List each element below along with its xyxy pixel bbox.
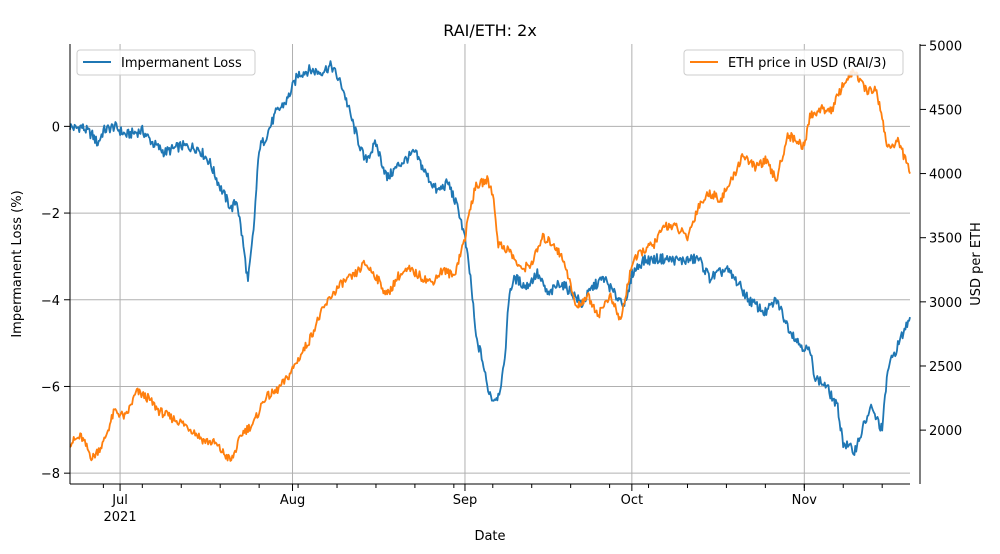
y-right-tick-label: 4000 — [929, 168, 962, 183]
legend-impermanent-loss: Impermanent Loss — [76, 49, 256, 76]
y-left-tick-label: −8 — [41, 467, 60, 482]
legend-box-left — [76, 49, 256, 76]
chart-title: RAI/ETH: 2x — [443, 21, 537, 40]
grid — [70, 44, 910, 484]
x-tick-sublabel: 2021 — [104, 510, 137, 525]
series-line-impermanent-loss — [69, 60, 911, 456]
y-right-tick-label: 4500 — [929, 103, 962, 118]
y-axis-label-right: USD per ETH — [969, 222, 984, 306]
legend-label-eth-price: ETH price in USD (RAI/3) — [728, 56, 886, 71]
legend-box-right — [683, 49, 904, 76]
y-right-tick-label: 2500 — [929, 360, 962, 375]
x-tick-label: Jul — [111, 493, 128, 508]
x-tick-label: Aug — [280, 493, 305, 508]
y-axis-label-left: Impermanent Loss (%) — [10, 190, 25, 337]
x-tick-label: Sep — [453, 493, 478, 508]
x-tick-label: Oct — [621, 493, 643, 508]
y-left-tick-label: −6 — [41, 380, 60, 395]
series-line-eth-price — [69, 68, 911, 462]
y-right-tick-label: 3500 — [929, 232, 962, 247]
y-right-tick-label: 2000 — [929, 424, 962, 439]
x-axis-label: Date — [474, 529, 505, 544]
x-tick-label: Nov — [792, 493, 818, 508]
axes: Jul 2021 Aug Sep Oct Nov 0 −2 −4 −6 −8 2000 2500 3000… — [41, 39, 962, 525]
y-left-tick-label: −2 — [41, 207, 60, 222]
y-right-tick-label: 3000 — [929, 296, 962, 311]
legend-label-impermanent-loss: Impermanent Loss — [121, 56, 242, 71]
y-right-tick-label: 5000 — [929, 39, 962, 54]
legend-eth-price: ETH price in USD (RAI/3) — [683, 49, 904, 76]
series-layer — [69, 60, 911, 462]
y-left-tick-label: −4 — [41, 294, 60, 309]
y-left-tick-label: 0 — [52, 120, 60, 135]
